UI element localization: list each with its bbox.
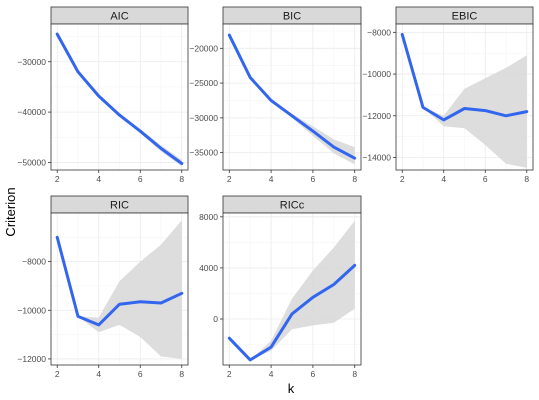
y-tick-label: −20000 [189, 43, 218, 53]
x-tick-label: 8 [352, 369, 357, 379]
panel-border-ebic [395, 23, 534, 171]
x-tick-label: 8 [179, 369, 184, 379]
x-tick-label: 6 [138, 174, 143, 184]
panel-border-bic [222, 23, 362, 171]
strip-label-ric: RIC [110, 200, 129, 212]
y-tick-label: −10000 [17, 305, 46, 315]
panel-border-ric [50, 212, 189, 366]
y-tick-label: −35000 [189, 148, 218, 158]
y-tick-label: −14000 [362, 152, 391, 162]
x-tick-label: 2 [400, 174, 405, 184]
ribbon-ricc [229, 220, 355, 360]
y-axis-title: Criterion [3, 187, 18, 236]
x-tick-label: 8 [179, 174, 184, 184]
x-tick-label: 4 [269, 174, 274, 184]
x-tick-label: 2 [55, 369, 60, 379]
y-tick-label: −25000 [189, 78, 218, 88]
strip-label-aic: AIC [110, 11, 128, 23]
y-tick-label: 4000 [199, 263, 218, 273]
y-tick-label: −30000 [17, 57, 46, 67]
panel-aic: AIC 2 4 6 8 −30000 −40000 −50000 [17, 6, 189, 184]
y-tick-label: −12000 [362, 111, 391, 121]
x-tick-label: 6 [311, 369, 316, 379]
x-tick-label: 2 [55, 174, 60, 184]
series-line-ric [55, 235, 184, 327]
panel-ric: RIC 2 4 6 8 −8000 −10000 −12000 [17, 195, 189, 379]
y-tick-label: −10000 [362, 69, 391, 79]
panels-layer: AIC 2 4 6 8 −30000 −40000 −50000 BIC 2 4 6 8 −20000 −2… [17, 6, 534, 379]
x-axis-title: k [288, 381, 295, 396]
y-tick-label: −12000 [17, 354, 46, 364]
strip-label-bic: BIC [283, 11, 301, 23]
strip-label-ebic: EBIC [452, 11, 478, 23]
panel-border-aic [50, 23, 189, 171]
panel-bic: BIC 2 4 6 8 −20000 −25000 −30000 −35000 [189, 6, 362, 184]
series-line-ebic [400, 32, 529, 122]
x-tick-label: 2 [227, 174, 232, 184]
y-tick-label: 0 [213, 314, 218, 324]
ribbon-ebic [402, 34, 527, 168]
ribbon-ric [57, 220, 182, 359]
x-tick-label: 4 [441, 174, 446, 184]
series-line-bic [227, 33, 357, 160]
series-line-aic [55, 32, 184, 165]
x-tick-label: 4 [269, 369, 274, 379]
x-tick-label: 6 [483, 174, 488, 184]
x-tick-label: 6 [311, 174, 316, 184]
x-tick-label: 2 [227, 369, 232, 379]
panel-ebic: EBIC 2 4 6 8 −8000 −10000 −12000 −14000 [362, 6, 534, 184]
y-tick-label: −30000 [189, 113, 218, 123]
y-tick-label: −8000 [367, 27, 391, 37]
series-line-ricc [227, 263, 357, 362]
x-tick-label: 4 [96, 174, 101, 184]
y-tick-label: −8000 [22, 257, 46, 267]
panel-ricc: RICc 2 4 6 8 0 4000 8000 [199, 195, 362, 379]
strip-label-ricc: RICc [280, 200, 305, 212]
y-tick-label: −40000 [17, 107, 46, 117]
x-tick-label: 8 [524, 174, 529, 184]
x-tick-label: 8 [352, 174, 357, 184]
y-tick-label: −50000 [17, 157, 46, 167]
y-tick-label: 8000 [199, 212, 218, 222]
x-tick-label: 6 [138, 369, 143, 379]
panel-border-ricc [222, 212, 362, 366]
x-tick-label: 4 [96, 369, 101, 379]
